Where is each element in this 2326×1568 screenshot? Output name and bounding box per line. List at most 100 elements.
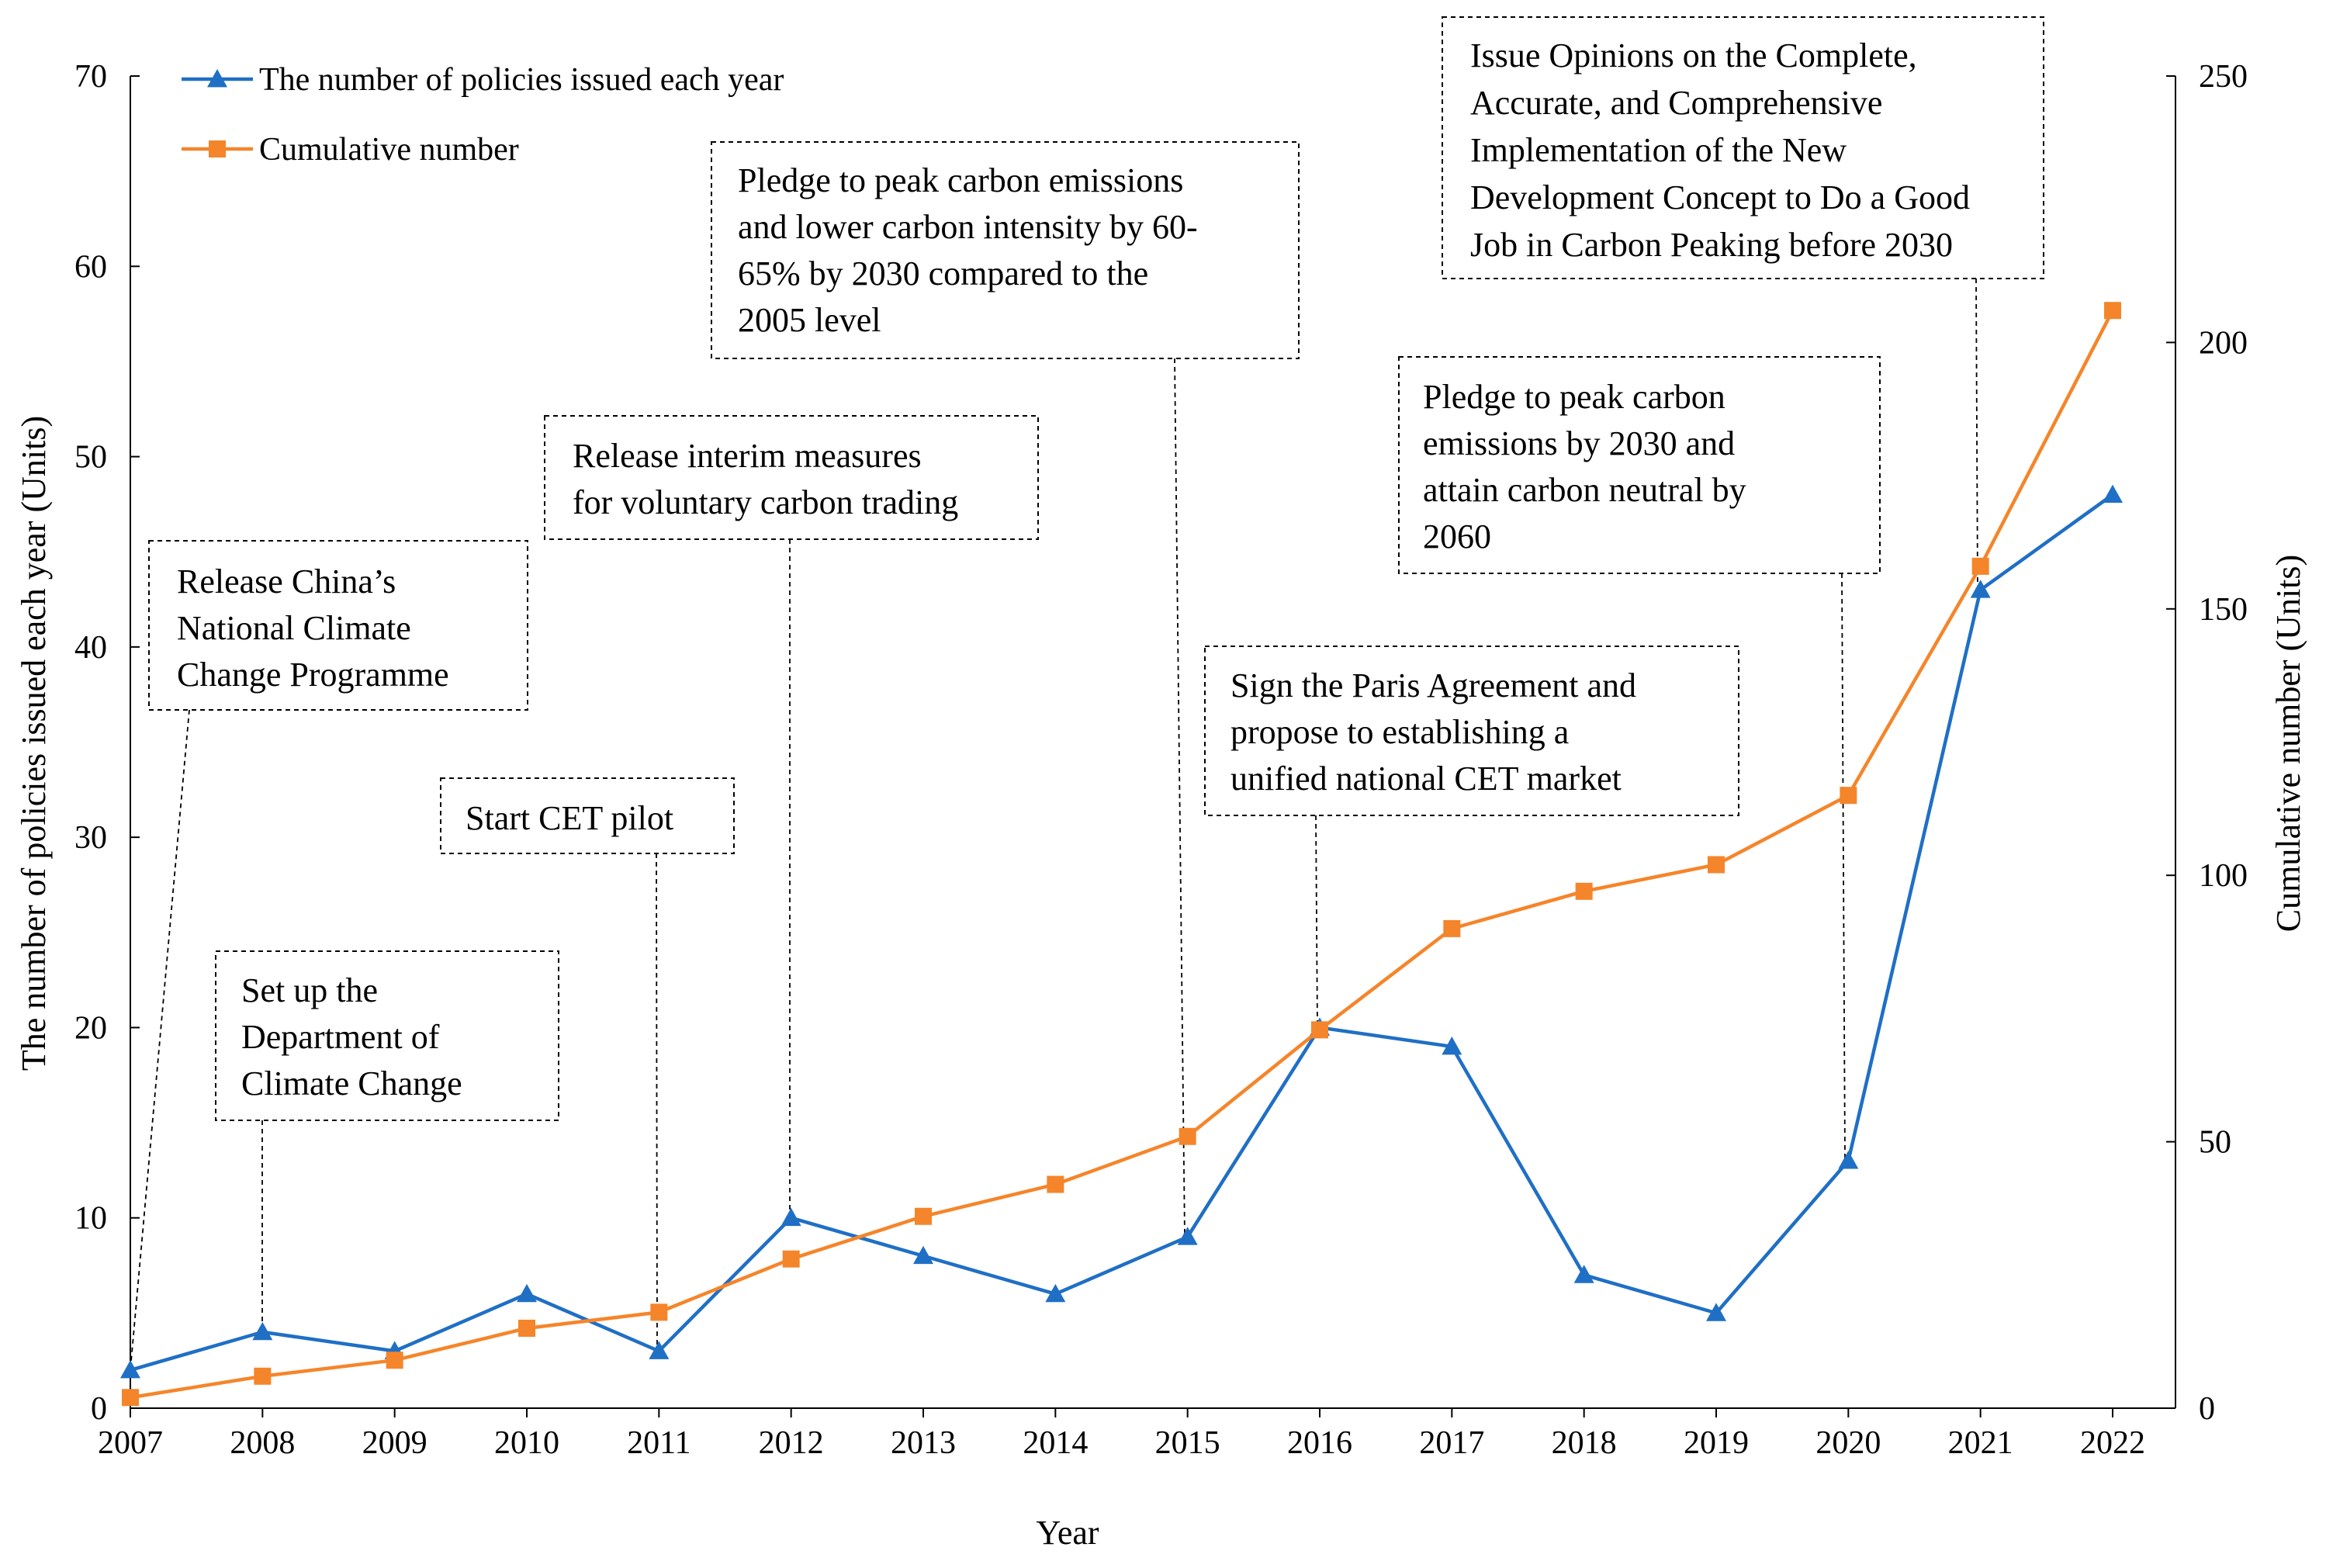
annotation-leader-line xyxy=(656,853,658,1352)
annotation-2016: Sign the Paris Agreement and propose to e… xyxy=(1204,646,1739,816)
series-line xyxy=(130,310,2114,1400)
annotation-text: Issue Opinions on the Complete, xyxy=(1470,36,1917,74)
x-tick-label: 2010 xyxy=(494,1425,559,1461)
y-left-tick-label: 20 xyxy=(74,1010,107,1046)
data-point xyxy=(252,1321,273,1341)
annotation-text: Accurate, and Comprehensive xyxy=(1470,84,1882,122)
y-left-tick-label: 0 xyxy=(91,1391,107,1427)
annotation-leader-line xyxy=(130,709,190,1371)
series-policies-per-year xyxy=(120,484,2123,1379)
x-axis-title: Year xyxy=(1036,1514,1099,1552)
data-point xyxy=(120,1359,140,1379)
annotation-leader-line xyxy=(1975,278,1978,590)
annotation-text: National Climate xyxy=(177,609,411,647)
data-point xyxy=(915,1207,932,1225)
series xyxy=(120,302,2123,1407)
data-point xyxy=(1442,1036,1462,1055)
data-point xyxy=(254,1367,272,1385)
annotation-text: Department of xyxy=(241,1018,440,1056)
annotation-text: Implementation of the New xyxy=(1470,131,1847,169)
annotation-text: 2060 xyxy=(1423,517,1491,556)
annotation-text: 2005 level xyxy=(738,301,881,339)
x-tick-label: 2014 xyxy=(1023,1425,1088,1461)
series-line xyxy=(130,493,2114,1372)
annotation-text: attain carbon neutral by xyxy=(1423,471,1746,509)
y-right-tick-label: 100 xyxy=(2199,858,2248,894)
y-right-tick-label: 50 xyxy=(2199,1125,2231,1161)
axes: 0 10 20 30 40 50 60 70 0 50 100 150 200 250 2007 2008 20… xyxy=(74,59,2248,1461)
annotation-text: Set up the xyxy=(241,971,378,1009)
data-point xyxy=(518,1319,535,1337)
legend-marker xyxy=(207,69,227,88)
annotation-text: Job in Carbon Peaking before 2030 xyxy=(1470,226,1953,264)
x-tick-label: 2013 xyxy=(891,1425,956,1461)
x-tick-label: 2022 xyxy=(2080,1425,2145,1461)
series-cumulative xyxy=(122,302,2121,1407)
annotation-2008: Set up the Department of Climate Change xyxy=(215,950,559,1121)
annotation-text: propose to establishing a xyxy=(1230,713,1569,751)
y-right-tick-label: 250 xyxy=(2199,59,2248,95)
annotation-box xyxy=(544,415,1039,540)
annotation-box xyxy=(1442,16,2044,279)
y-axis-right-title: Cumulative number (Units) xyxy=(2269,555,2307,932)
annotation-leader-line xyxy=(1315,815,1318,1028)
x-tick-label: 2007 xyxy=(98,1425,163,1461)
annotation-text: for voluntary carbon trading xyxy=(573,483,958,521)
annotation-leader-line xyxy=(1841,573,1846,1161)
annotation-text: Start CET pilot xyxy=(466,799,673,837)
data-point xyxy=(2104,302,2121,320)
y-right-tick-label: 200 xyxy=(2199,325,2248,361)
legend-item: The number of policies issued each year xyxy=(182,62,784,98)
x-tick-label: 2009 xyxy=(362,1425,427,1461)
annotation-box xyxy=(215,950,559,1121)
annotation-text: and lower carbon intensity by 60- xyxy=(738,208,1198,246)
annotation-text: unified national CET market xyxy=(1230,760,1622,798)
y-left-tick-label: 70 xyxy=(74,59,107,95)
data-point xyxy=(1971,557,1989,575)
x-tick-label: 2012 xyxy=(759,1425,824,1461)
annotations: Release China’s National Climate Change Pr… xyxy=(148,16,2044,1121)
x-tick-label: 2015 xyxy=(1155,1425,1220,1461)
data-point xyxy=(517,1283,537,1303)
annotation-2011: Start CET pilot xyxy=(440,777,735,854)
legend-label: The number of policies issued each year xyxy=(259,62,784,98)
annotation-text: Release interim measures xyxy=(573,437,922,475)
y-axis-left-title: The number of policies issued each year … xyxy=(15,416,53,1071)
data-point xyxy=(1047,1175,1064,1193)
legend-marker xyxy=(209,140,226,157)
annotation-text: 65% by 2030 compared to the xyxy=(738,254,1148,292)
annotation-box xyxy=(148,540,528,711)
x-tick-label: 2008 xyxy=(230,1425,295,1461)
annotation-box xyxy=(440,777,735,854)
data-point xyxy=(1970,580,1991,598)
data-point xyxy=(1708,856,1725,874)
data-point xyxy=(1575,882,1593,900)
y-right-tick-label: 0 xyxy=(2199,1391,2215,1427)
annotation-text: emissions by 2030 and xyxy=(1423,424,1735,462)
data-point xyxy=(1311,1021,1328,1039)
data-point xyxy=(781,1207,801,1227)
y-left-tick-label: 30 xyxy=(74,820,107,856)
annotation-2012: Release interim measures for voluntary ca… xyxy=(544,415,1039,540)
legend: The number of policies issued each year C… xyxy=(182,62,784,168)
data-point xyxy=(782,1250,800,1268)
annotation-text: Change Programme xyxy=(177,656,449,694)
y-right-tick-label: 150 xyxy=(2199,592,2248,628)
data-point xyxy=(649,1341,670,1359)
annotation-box xyxy=(1398,356,1881,574)
data-point xyxy=(2103,484,2123,504)
x-tick-label: 2019 xyxy=(1684,1425,1749,1461)
data-point xyxy=(386,1352,403,1369)
legend-item: Cumulative number xyxy=(182,132,519,168)
annotation-2021: Issue Opinions on the Complete, Accurate,… xyxy=(1442,16,2044,279)
data-point xyxy=(1840,787,1857,805)
x-tick-label: 2021 xyxy=(1948,1425,2013,1461)
x-tick-label: 2020 xyxy=(1815,1425,1881,1461)
data-point xyxy=(1179,1127,1196,1145)
data-point xyxy=(1838,1151,1859,1169)
annotation-text: Climate Change xyxy=(241,1064,462,1102)
y-left-tick-label: 50 xyxy=(74,440,107,476)
data-point xyxy=(122,1389,139,1407)
y-left-tick-label: 60 xyxy=(74,249,107,285)
